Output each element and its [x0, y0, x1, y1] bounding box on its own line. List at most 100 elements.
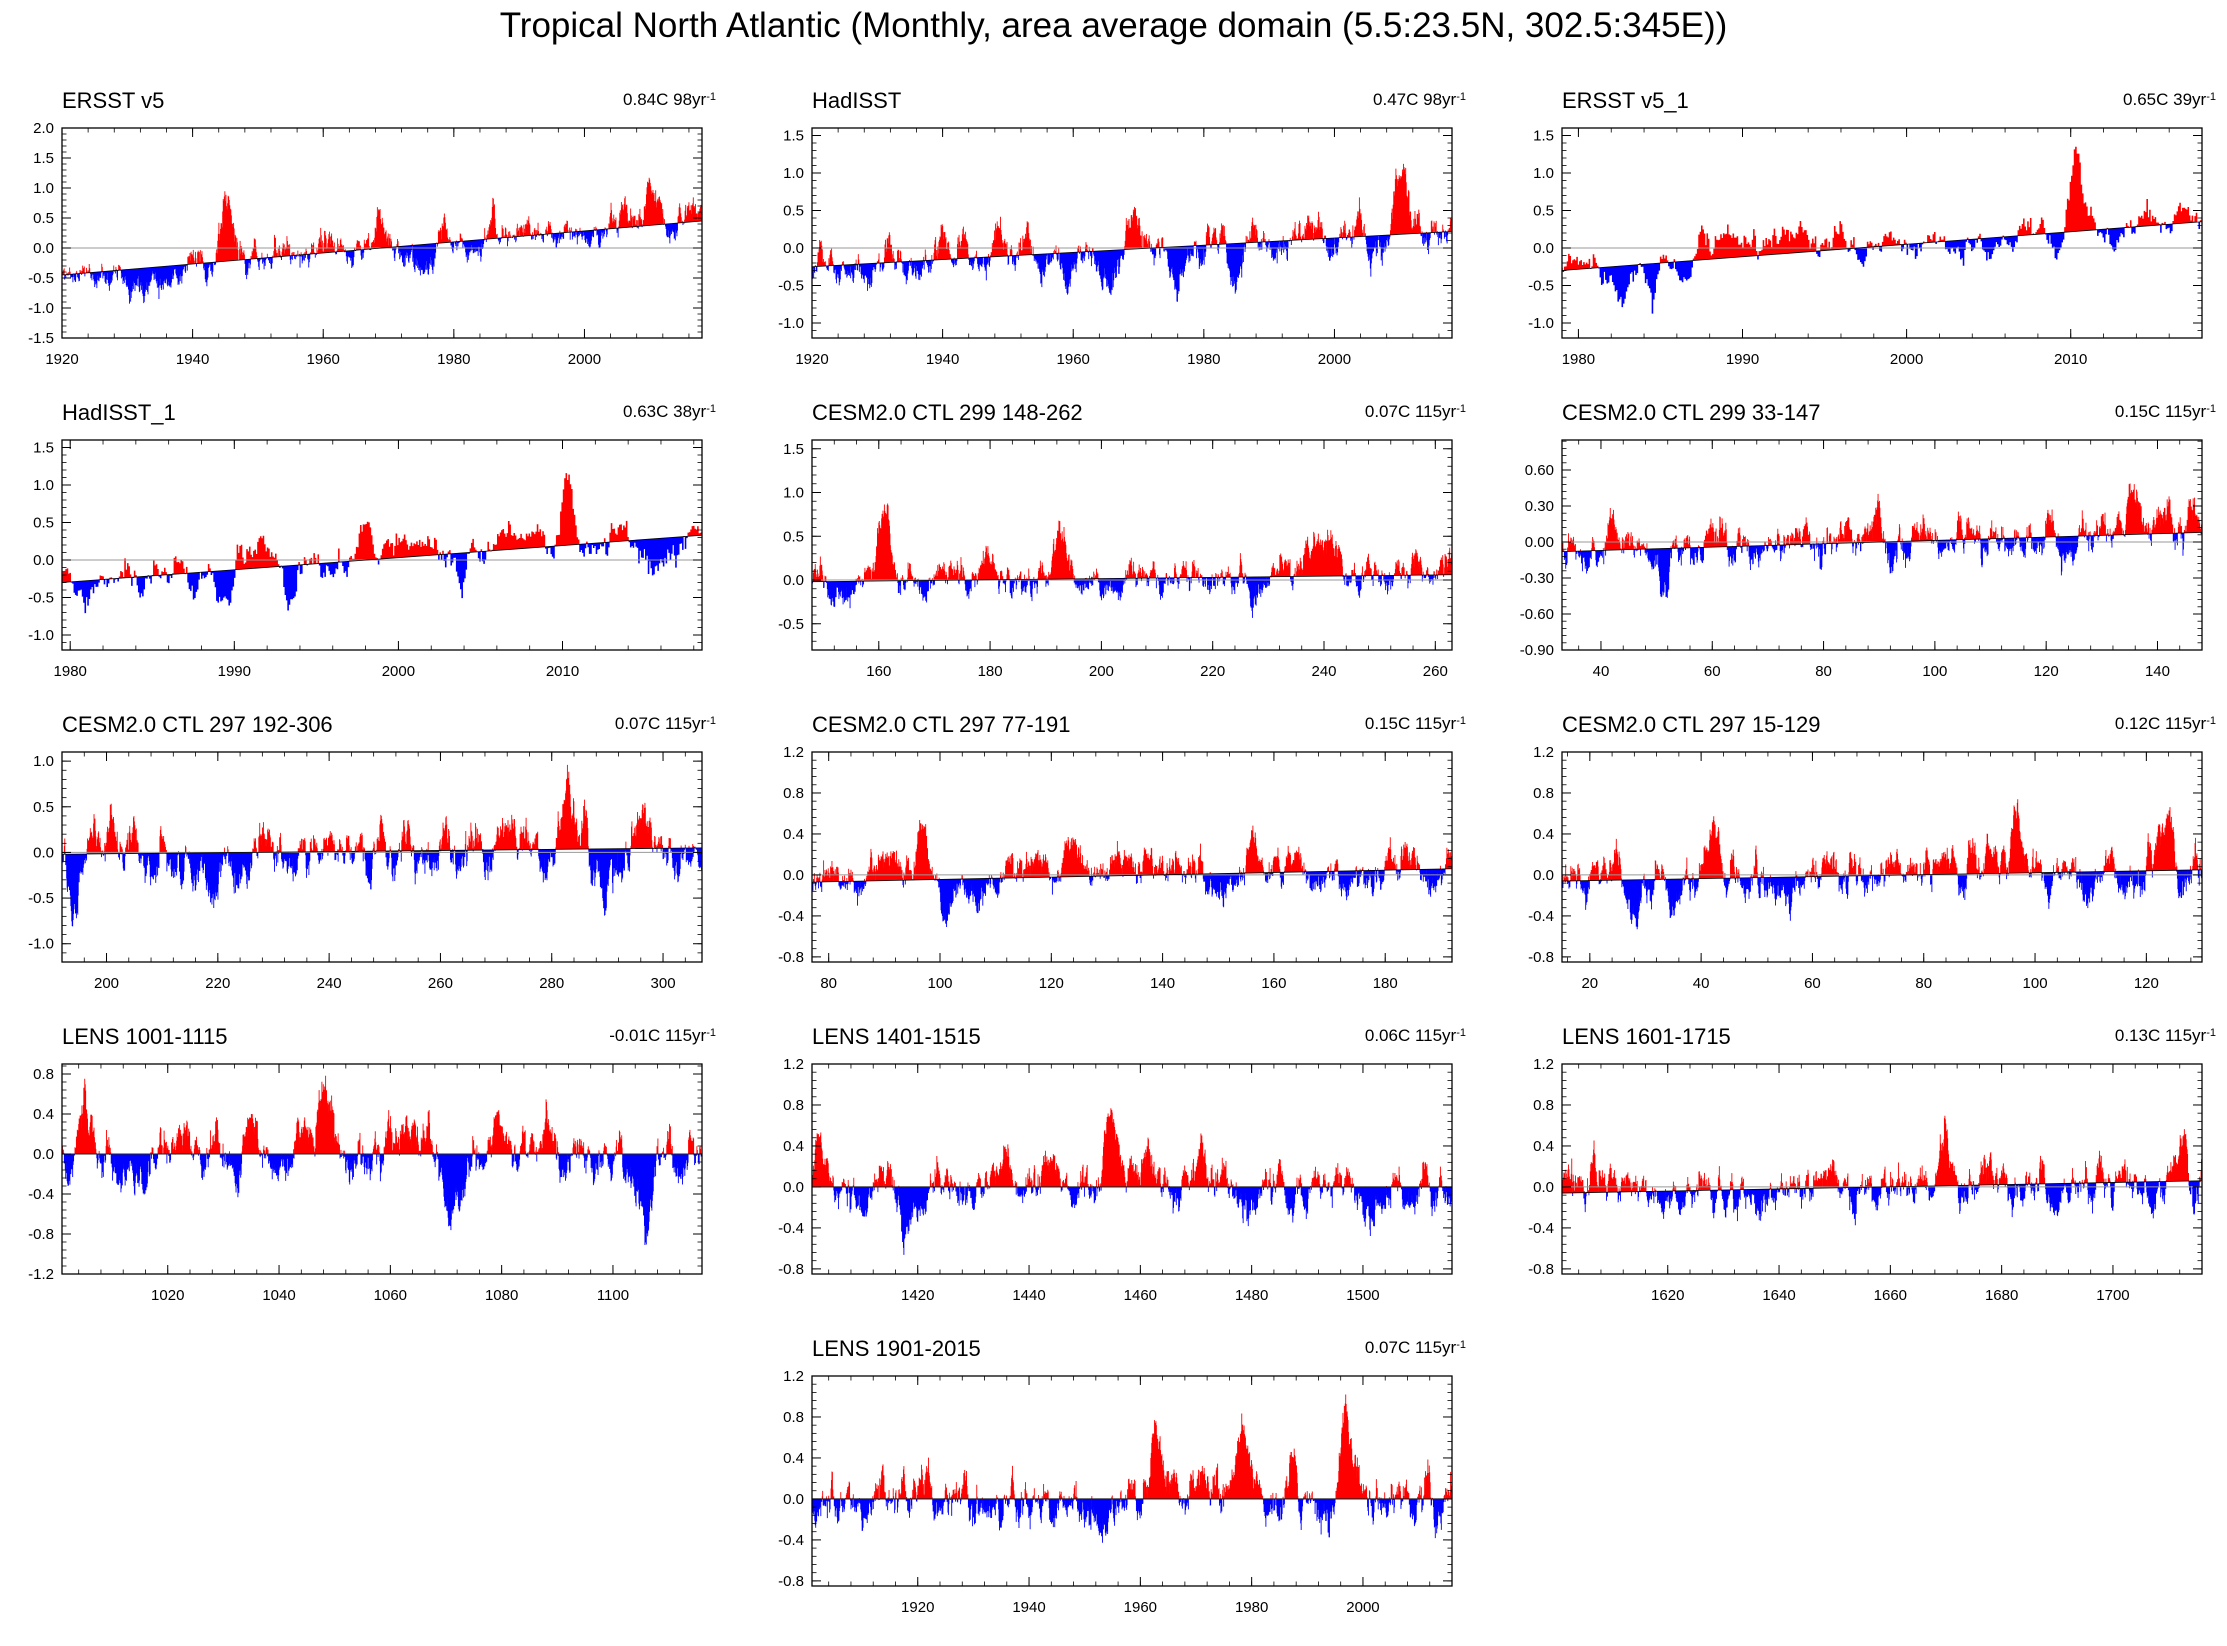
y-tick-label: -0.5 — [778, 278, 804, 295]
trend-label: 0.07C 115yr-1 — [950, 402, 1466, 422]
y-tick-label: 0.5 — [783, 528, 804, 545]
trend-label: 0.65C 39yr-1 — [1700, 90, 2216, 110]
trend-line — [62, 847, 702, 855]
x-tick-label: 1660 — [1874, 1287, 1907, 1304]
y-tick-label: 0.0 — [783, 240, 804, 257]
trend-value: 0.06C 115yr — [1364, 1026, 1457, 1045]
x-tick-label: 2010 — [546, 663, 579, 680]
chart-panel: -1.0 -0.5 0.0 0.5 1.0 1.5 1980 1990 2000 2010 ERSS… — [1500, 88, 2216, 388]
y-tick-label: 0.5 — [33, 210, 54, 227]
series-group — [1562, 1115, 2202, 1226]
y-tick-label: -1.0 — [28, 300, 54, 317]
y-tick-label: -0.30 — [1520, 570, 1554, 587]
x-tick-label: 240 — [317, 975, 342, 992]
x-tick-label: 1460 — [1124, 1287, 1157, 1304]
x-tick-label: 1040 — [262, 1287, 295, 1304]
negative-anomaly-fill — [1562, 221, 2201, 314]
trend-label: 0.13C 115yr-1 — [1700, 1026, 2216, 1046]
chart-panel: -0.8 -0.4 0.0 0.4 0.8 1.2 1920 1940 1960 1980 2000… — [750, 1336, 1466, 1636]
x-tick-label: 1020 — [151, 1287, 184, 1304]
y-tick-label: 0.5 — [33, 515, 54, 532]
x-tick-label: 1080 — [485, 1287, 518, 1304]
trend-value: 0.13C 115yr — [2114, 1026, 2207, 1045]
y-tick-label: 0.0 — [783, 572, 804, 589]
positive-anomaly-fill — [812, 503, 1452, 582]
x-tick-label: 1940 — [176, 351, 209, 368]
series-group — [812, 163, 1452, 302]
y-tick-label: 0.5 — [1533, 203, 1554, 220]
chart-svg: -0.8 -0.4 0.0 0.4 0.8 1.2 80 100 120 140 160 180 — [778, 744, 1453, 992]
panel-title: ERSST v5_1 — [1562, 88, 1689, 113]
y-tick-label: 1.5 — [783, 128, 804, 145]
series-group — [62, 177, 702, 304]
y-tick-label: 0.0 — [1533, 240, 1554, 257]
y-tick-label: 0.8 — [33, 1066, 54, 1083]
x-tick-label: 1920 — [795, 351, 828, 368]
y-tick-label: -0.8 — [1528, 1261, 1554, 1278]
x-tick-label: 80 — [1815, 663, 1832, 680]
trend-label: -0.01C 115yr-1 — [200, 1026, 716, 1046]
x-tick-label: 1640 — [1762, 1287, 1795, 1304]
positive-anomaly-fill — [62, 177, 702, 275]
plot-frame — [811, 1375, 1453, 1587]
y-tick-label: 0.8 — [1533, 785, 1554, 802]
y-tick-label: 1.2 — [1533, 744, 1554, 761]
x-tick-label: 1990 — [1726, 351, 1759, 368]
chart-panel: -1.2 -0.8 -0.4 0.0 0.4 0.8 1020 1040 1060 1080 110… — [0, 1024, 716, 1324]
y-tick-label: 1.5 — [783, 441, 804, 458]
x-tick-label: 1700 — [2096, 1287, 2129, 1304]
plot-frame — [1561, 1063, 2203, 1275]
y-tick-label: 0.4 — [1533, 826, 1554, 843]
y-tick-label: 0.30 — [1525, 498, 1554, 515]
trend-line — [1562, 532, 2202, 552]
plot-frame — [61, 127, 703, 339]
y-tick-label: -0.60 — [1520, 606, 1554, 623]
x-tick-label: 100 — [2023, 975, 2048, 992]
chart-svg: -0.90 -0.60 -0.30 0.00 0.30 0.60 40 60 80 100 120 1… — [1520, 439, 2203, 680]
y-tick-label: -0.4 — [1528, 1220, 1554, 1237]
x-tick-label: 120 — [2034, 663, 2059, 680]
y-tick-label: 0.8 — [783, 1097, 804, 1114]
chart-panel: -1.0 -0.5 0.0 0.5 1.0 1.5 1980 1990 2000 2010 HadI… — [0, 400, 716, 700]
x-tick-label: 1960 — [307, 351, 340, 368]
trend-unit-exponent: -1 — [706, 1027, 716, 1039]
trend-unit-exponent: -1 — [706, 403, 716, 415]
y-tick-label: -0.8 — [28, 1226, 54, 1243]
series-group — [812, 1394, 1452, 1543]
chart-svg: -0.8 -0.4 0.0 0.4 0.8 1.2 1420 1440 1460 1480 1500 — [778, 1056, 1453, 1304]
y-tick-label: -1.0 — [778, 315, 804, 332]
x-tick-label: 2000 — [1346, 1599, 1379, 1616]
y-tick-label: 1.0 — [33, 477, 54, 494]
panel-title: HadISST_1 — [62, 400, 176, 425]
trend-value: 0.15C 115yr — [2114, 402, 2207, 421]
positive-anomaly-fill — [812, 1108, 1447, 1187]
trend-value: 0.07C 115yr — [1364, 402, 1457, 421]
y-tick-label: -0.90 — [1520, 642, 1554, 659]
x-tick-label: 1980 — [1562, 351, 1595, 368]
trend-value: 0.47C 98yr — [1373, 90, 1457, 109]
x-tick-label: 2000 — [382, 663, 415, 680]
y-tick-label: 0.0 — [33, 552, 54, 569]
x-tick-label: 1920 — [45, 351, 78, 368]
x-tick-label: 1440 — [1012, 1287, 1045, 1304]
y-tick-label: 0.0 — [33, 240, 54, 257]
x-tick-label: 2000 — [1318, 351, 1351, 368]
trend-line — [812, 868, 1452, 883]
x-tick-label: 1500 — [1346, 1287, 1379, 1304]
y-tick-label: -0.5 — [28, 890, 54, 907]
chart-svg: -1.0 -0.5 0.0 0.5 1.0 1.5 1980 1990 2000 2010 — [28, 439, 703, 680]
positive-anomaly-fill — [814, 163, 1452, 267]
y-tick-label: 1.0 — [33, 180, 54, 197]
series-group — [1562, 146, 2202, 314]
positive-anomaly-fill — [63, 764, 696, 855]
y-tick-label: 1.0 — [1533, 165, 1554, 182]
x-tick-label: 140 — [2145, 663, 2170, 680]
x-tick-label: 1420 — [901, 1287, 934, 1304]
positive-anomaly-fill — [1562, 483, 2202, 552]
trend-value: 0.84C 98yr — [623, 90, 707, 109]
y-tick-label: -0.5 — [28, 270, 54, 287]
series-group — [1562, 483, 2202, 598]
y-tick-label: 1.2 — [1533, 1056, 1554, 1073]
trend-value: 0.07C 115yr — [614, 714, 707, 733]
